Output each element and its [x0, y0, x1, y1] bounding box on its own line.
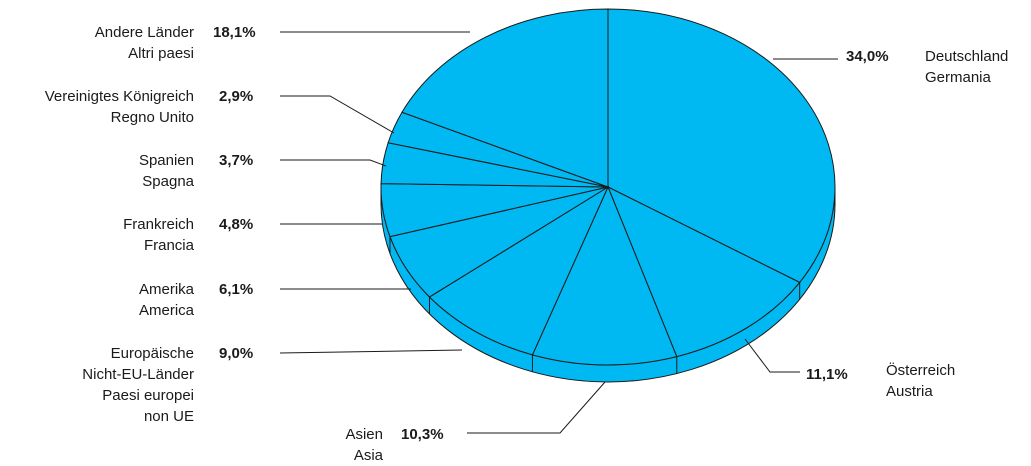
- slice-label-deutschland-percent: 34,0%: [846, 48, 889, 65]
- leader-line-asien: [467, 381, 606, 434]
- label-line-de: Vereinigtes Königreich: [44, 88, 194, 105]
- leader-line-oesterreich: [744, 338, 800, 373]
- label-line-it: Altri paesi: [128, 45, 194, 62]
- slice-label-asien-percent: 10,3%: [401, 426, 444, 443]
- label-line-it: Francia: [143, 237, 194, 254]
- label-line-it: Spagna: [142, 173, 194, 190]
- slice-label-oesterreich: Österreich Austria: [886, 360, 955, 402]
- slice-label-uk-percent: 2,9%: [219, 88, 254, 105]
- label-line-de-1: Europäische: [110, 345, 194, 362]
- leader-line-spanien: [280, 159, 387, 167]
- slice-label-frankreich: Frankreich Francia: [123, 214, 194, 256]
- leader-line-europa: [279, 349, 463, 354]
- pie-slice-osterreich: [607, 185, 801, 358]
- pie-slice-deutschland: [607, 8, 836, 284]
- label-line-de: Frankreich: [123, 216, 194, 233]
- slice-label-spanien: Spanien Spagna: [139, 150, 194, 192]
- pie-top-face: [380, 8, 836, 366]
- label-line-de: Österreich: [886, 362, 956, 379]
- slice-label-uk: Vereinigtes Königreich Regno Unito: [45, 86, 194, 128]
- slice-label-asien: Asien Asia: [345, 424, 383, 466]
- leader-line-uk: [280, 95, 395, 134]
- leader-lines: [279, 31, 838, 434]
- slice-label-andere-percent: 18,1%: [213, 24, 256, 41]
- slice-label-andere: Andere Länder Altri paesi: [95, 22, 194, 64]
- slice-label-amerika-percent: 6,1%: [219, 281, 254, 298]
- slice-label-europa: Europäische Nicht-EU-Länder Paesi europe…: [82, 343, 194, 427]
- label-line-it: America: [138, 302, 194, 319]
- pie-slice-andere-lander: [401, 8, 609, 188]
- label-line-it-1: Paesi europei: [102, 387, 194, 404]
- label-line-de-2: Nicht-EU-Länder: [82, 366, 194, 383]
- label-line-it: Regno Unito: [110, 109, 194, 126]
- label-line-de: Deutschland: [925, 48, 1009, 65]
- slice-label-frankreich-percent: 4,8%: [219, 216, 254, 233]
- label-line-de: Amerika: [138, 281, 194, 298]
- label-line-de: Andere Länder: [94, 24, 194, 41]
- label-line-it: Asia: [353, 447, 383, 464]
- pie-slice-europaische-nicht-eu-lander: [428, 185, 610, 356]
- label-line-de: Spanien: [138, 152, 194, 169]
- slice-label-amerika: Amerika America: [139, 279, 194, 321]
- slice-label-deutschland: Deutschland Germania: [925, 46, 1008, 88]
- label-line-it: Germania: [925, 69, 991, 86]
- label-line-it: Austria: [886, 383, 933, 400]
- slice-label-oesterreich-percent: 11,1%: [806, 366, 848, 383]
- slice-label-spanien-percent: 3,7%: [219, 152, 254, 169]
- pie-slice-asien: [531, 185, 678, 366]
- label-line-it-2: non UE: [143, 408, 194, 425]
- slice-label-europa-percent: 9,0%: [219, 345, 254, 362]
- label-line-de: Asien: [345, 426, 383, 443]
